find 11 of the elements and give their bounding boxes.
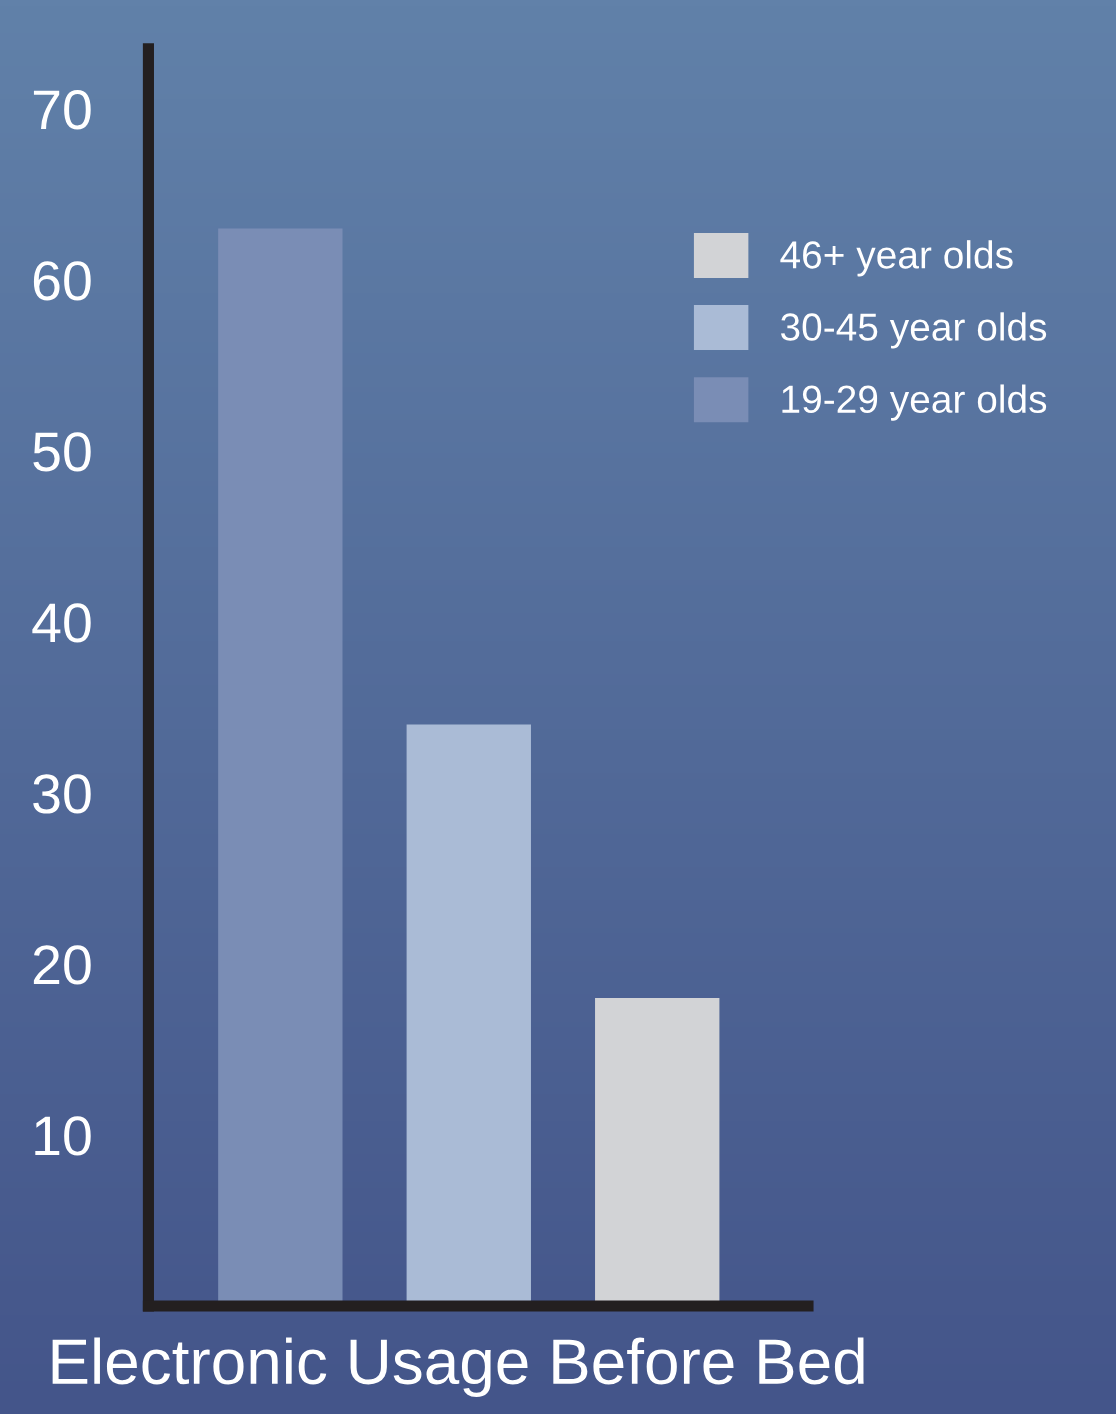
y-tick-label: 20 <box>33 945 91 985</box>
legend-label: 46+ year olds <box>780 240 1013 277</box>
y-tick-label: 30 <box>33 774 91 814</box>
y-tick-label: 40 <box>32 603 91 643</box>
legend-label: 30-45 year olds <box>780 312 1047 349</box>
y-tick-label: 70 <box>33 90 91 130</box>
y-tick-label: 60 <box>33 261 91 301</box>
text: Electronic Usage Before Bed <box>52 1337 864 1398</box>
legend-label: 19-29 year olds <box>782 384 1047 421</box>
y-tick-label: 10 <box>35 1116 91 1156</box>
y-tick-label: 50 <box>33 432 91 472</box>
